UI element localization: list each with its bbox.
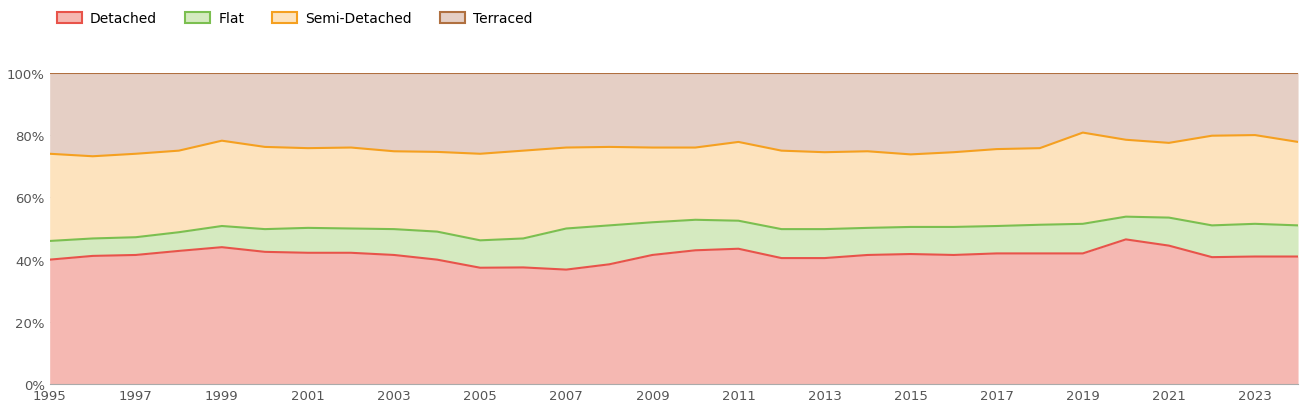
Legend: Detached, Flat, Semi-Detached, Terraced: Detached, Flat, Semi-Detached, Terraced <box>56 12 532 26</box>
